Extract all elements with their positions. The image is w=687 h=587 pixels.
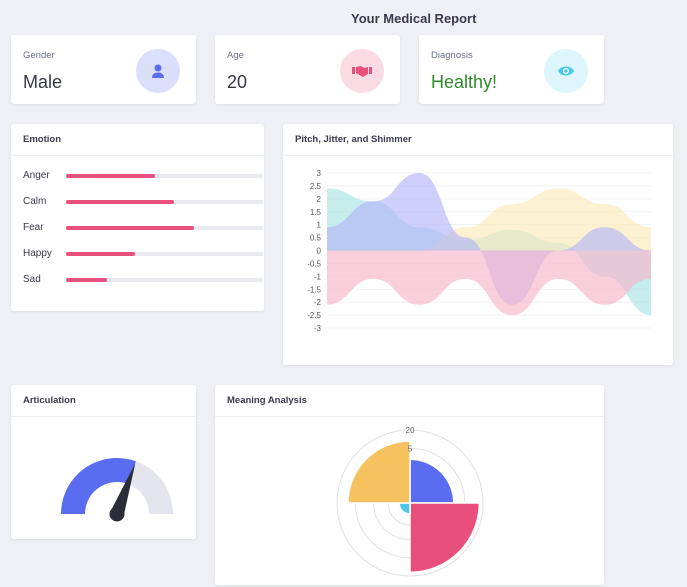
meaning-title: Meaning Analysis bbox=[215, 385, 604, 417]
page-title: Your Medical Report bbox=[351, 11, 477, 26]
emotion-title: Emotion bbox=[11, 124, 264, 156]
diagnosis-card: Diagnosis Healthy! bbox=[419, 35, 604, 104]
gender-label: Gender bbox=[23, 50, 55, 61]
emotion-label: Anger bbox=[23, 170, 50, 181]
emotion-bar-fill bbox=[66, 252, 135, 256]
series-area-3 bbox=[327, 250, 651, 316]
emotion-label: Happy bbox=[23, 248, 52, 259]
emotion-bar-fill bbox=[66, 174, 155, 178]
y-tick-label: 2 bbox=[317, 195, 322, 204]
emotion-bar-fill bbox=[66, 278, 108, 282]
emotion-label: Sad bbox=[23, 274, 41, 285]
polar-segment-0 bbox=[409, 458, 455, 504]
polar-tick-label: 20 bbox=[406, 426, 415, 435]
meaning-polar-chart: 20 5 bbox=[336, 426, 484, 577]
emotion-card: Emotion Anger Calm Fear Happy Sad bbox=[11, 124, 264, 311]
series-area-2 bbox=[327, 173, 651, 305]
polar-segment-2 bbox=[398, 502, 411, 515]
emotion-row-sad: Sad bbox=[23, 274, 263, 286]
articulation-card: Articulation bbox=[11, 385, 196, 539]
y-tick-label: -3 bbox=[314, 324, 322, 333]
y-tick-label: -1 bbox=[314, 272, 322, 281]
gauge-needle bbox=[110, 463, 136, 517]
emotion-row-calm: Calm bbox=[23, 196, 263, 208]
articulation-gauge bbox=[61, 458, 173, 522]
emotion-row-anger: Anger bbox=[23, 170, 263, 182]
age-value: 20 bbox=[227, 72, 248, 92]
articulation-title: Articulation bbox=[11, 385, 196, 417]
handshake-icon bbox=[340, 49, 384, 93]
diagnosis-label: Diagnosis bbox=[431, 50, 473, 61]
y-tick-label: -2 bbox=[314, 298, 322, 307]
y-tick-label: -2.5 bbox=[307, 311, 321, 320]
emotion-bar-track bbox=[66, 278, 263, 282]
emotion-bar-track bbox=[66, 174, 263, 178]
age-label: Age bbox=[227, 50, 244, 61]
y-tick-label: 0 bbox=[317, 247, 322, 256]
series-area-1 bbox=[327, 188, 651, 251]
emotion-row-fear: Fear bbox=[23, 222, 263, 234]
gauge-needle-hub bbox=[109, 506, 125, 522]
eye-icon bbox=[544, 49, 588, 93]
y-tick-label: -0.5 bbox=[307, 259, 321, 268]
pitch-chart-title: Pitch, Jitter, and Shimmer bbox=[283, 124, 673, 156]
emotion-bar-track bbox=[66, 200, 263, 204]
y-tick-label: 1.5 bbox=[310, 208, 322, 217]
y-tick-label: -1.5 bbox=[307, 285, 321, 294]
user-icon bbox=[136, 49, 180, 93]
emotion-row-happy: Happy bbox=[23, 248, 263, 260]
emotion-bar-fill bbox=[66, 226, 195, 230]
emotion-bar-track bbox=[66, 252, 263, 256]
emotion-label: Fear bbox=[23, 222, 44, 233]
pitch-chart-card: Pitch, Jitter, and Shimmer 3 2.5 2 1.5 1 0.5 0… bbox=[283, 124, 673, 365]
polar-segment-1 bbox=[409, 502, 481, 574]
gauge-fill bbox=[61, 458, 136, 514]
age-card: Age 20 bbox=[215, 35, 400, 104]
emotion-bar-track bbox=[66, 226, 263, 230]
meaning-card: Meaning Analysis 20 5 bbox=[215, 385, 604, 585]
y-tick-label: 3 bbox=[317, 169, 322, 178]
diagnosis-value: Healthy! bbox=[431, 72, 498, 92]
gender-card: Gender Male bbox=[11, 35, 196, 104]
y-tick-label: 2.5 bbox=[310, 182, 322, 191]
polar-tick-label: 5 bbox=[408, 444, 413, 453]
emotion-label: Calm bbox=[23, 196, 47, 207]
y-tick-label: 1 bbox=[317, 221, 322, 230]
emotion-bar-fill bbox=[66, 200, 175, 204]
pitch-chart: 3 2.5 2 1.5 1 0.5 0 -0.5 -1 -1.5 -2 -2.5 -3 bbox=[307, 169, 651, 333]
polar-segment-3 bbox=[347, 440, 411, 504]
gender-value: Male bbox=[23, 72, 63, 92]
y-tick-label: 0.5 bbox=[310, 234, 322, 243]
gauge-track bbox=[127, 461, 173, 514]
